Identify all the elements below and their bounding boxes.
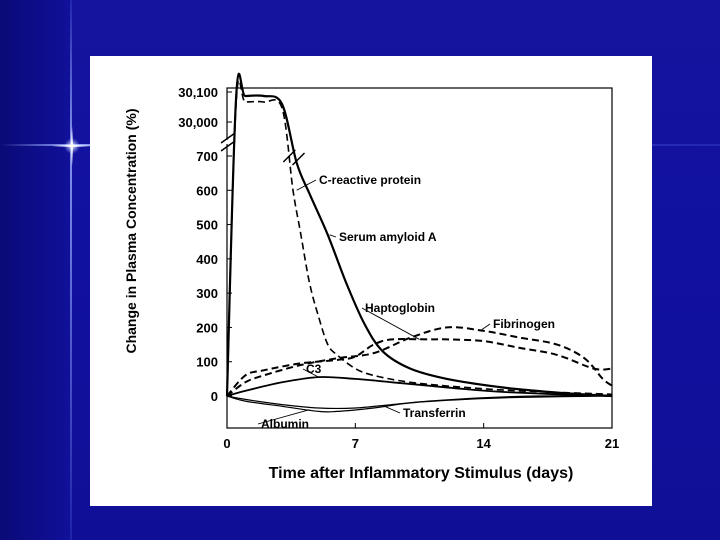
annotation-leader-line	[329, 234, 337, 238]
series-group	[225, 72, 613, 413]
series-line-haptoglobin	[226, 338, 613, 397]
series-line-albumin	[226, 395, 613, 413]
chart-svg: Change in Plasma Concentration (%) Time …	[123, 72, 619, 482]
annotation-label: C3	[306, 362, 322, 376]
annotation-label: Haptoglobin	[365, 301, 435, 315]
annotation-leader-line	[257, 409, 310, 425]
annotation-label: Fibrinogen	[493, 317, 555, 331]
annotation-leader-line	[361, 307, 420, 340]
y-tick-label: 0	[211, 389, 218, 404]
y-axis-break-mark	[220, 140, 236, 152]
series-line-c-reactive-protein	[226, 79, 613, 397]
annotation-label: C-reactive protein	[319, 173, 421, 187]
annotation-leader-line	[382, 405, 401, 414]
y-break-tick-label: 30,100	[178, 85, 218, 100]
series-line-serum-amyloid-a	[225, 72, 613, 398]
annotation-label: Albumin	[261, 417, 309, 431]
y-break-tick-label: 30,000	[178, 115, 218, 130]
y-tick-label: 200	[196, 320, 218, 335]
x-tick-label: 0	[223, 436, 230, 451]
y-tick-label: 600	[196, 183, 218, 198]
series-line-c3	[226, 376, 613, 397]
series-line-transferrin	[226, 395, 613, 410]
annotation-label: Serum amyloid A	[339, 230, 437, 244]
annotation-leader-line	[296, 179, 317, 191]
background-left	[0, 0, 70, 540]
annotation-leader-line	[479, 323, 491, 332]
annotations-group: C-reactive protein Serum amyloid A Haptogl…	[257, 173, 555, 431]
y-axis-break-gap	[226, 140, 229, 144]
y-tick-label: 300	[196, 286, 218, 301]
annotation-label: Transferrin	[403, 406, 466, 420]
annotation-leader-line	[302, 368, 319, 378]
y-tick-label: 700	[196, 149, 218, 164]
chart-axes: Change in Plasma Concentration (%) Time …	[123, 87, 613, 482]
decorative-vertical-line	[70, 0, 72, 540]
x-axis-label: Time after Inflammatory Stimulus (days)	[269, 465, 574, 482]
y-axis-label: Change in Plasma Concentration (%)	[123, 108, 139, 353]
peak-break-mark	[282, 149, 296, 163]
y-axis-break-mark	[220, 132, 236, 144]
y-tick-label: 100	[196, 355, 218, 370]
chart-panel: Change in Plasma Concentration (%) Time …	[90, 56, 652, 506]
y-tick-label: 500	[196, 218, 218, 233]
plot-frame	[226, 87, 613, 429]
x-tick-label: 7	[352, 436, 359, 451]
series-line-fibrinogen	[226, 326, 613, 397]
x-tick-label: 14	[476, 436, 491, 451]
peak-break-mark	[291, 152, 306, 166]
x-tick-label: 21	[605, 436, 619, 451]
sparkle-icon	[52, 126, 92, 166]
y-tick-label: 400	[196, 252, 218, 267]
